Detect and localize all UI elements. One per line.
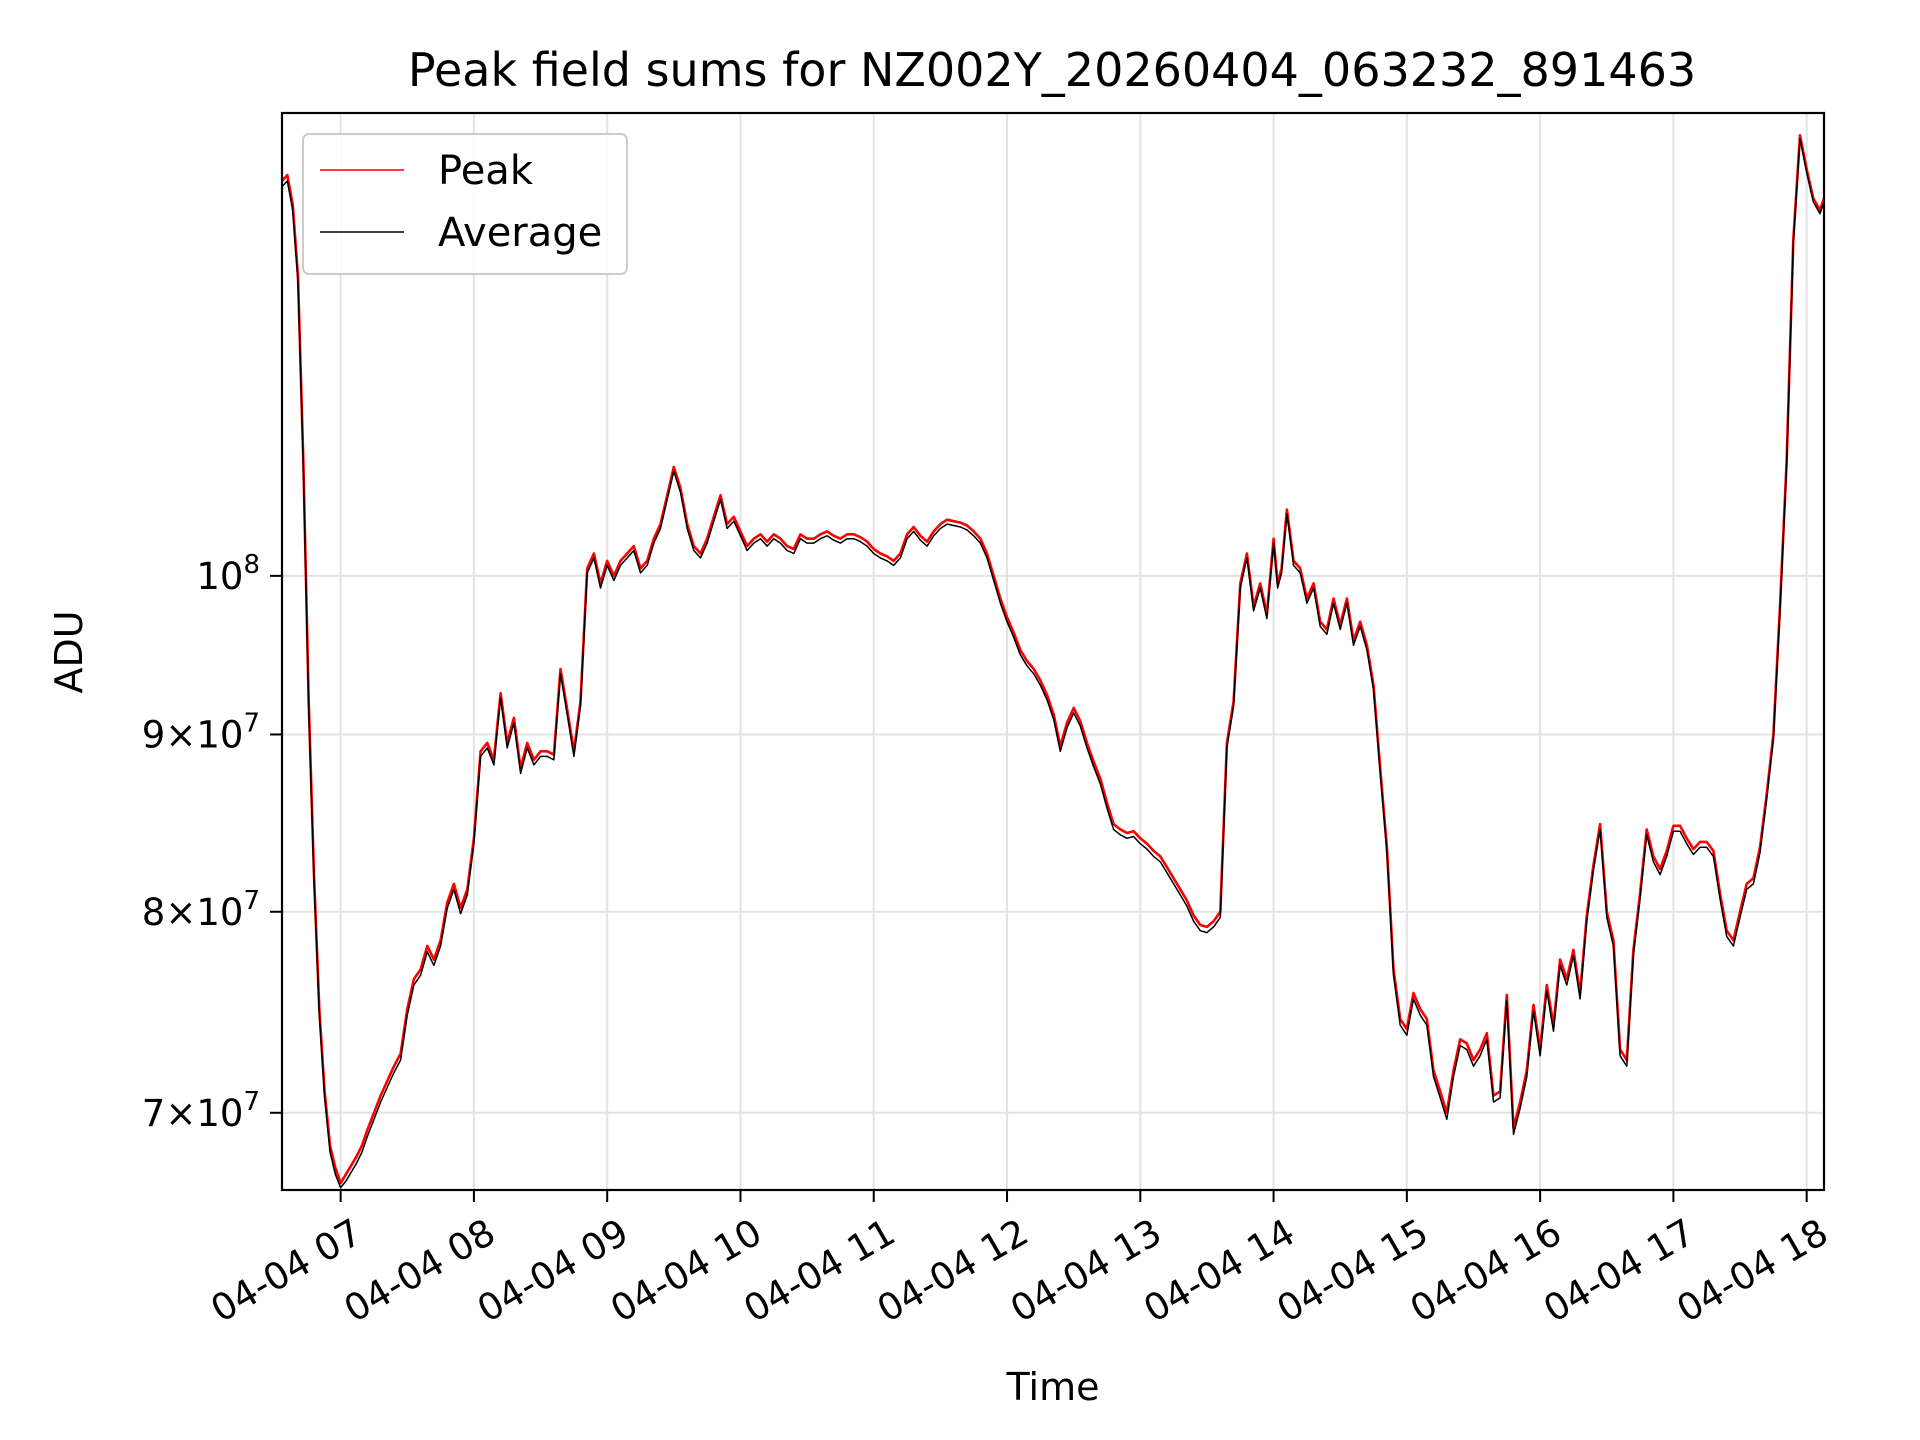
- y-tick-base: 10: [196, 713, 243, 756]
- y-tick-mantissa: 7: [142, 1092, 166, 1135]
- series-line-peak: [281, 134, 1826, 1185]
- y-tick-times: ×: [165, 891, 196, 934]
- y-tick-label: 8×107: [142, 886, 260, 934]
- y-tick-exponent: 7: [243, 1087, 260, 1117]
- y-tick-exponent: 7: [243, 886, 260, 916]
- legend-average-label: Average: [438, 210, 602, 256]
- y-tick-mantissa: 9: [142, 713, 166, 756]
- y-tick-base: 10: [196, 555, 243, 598]
- y-tick-exponent: 8: [243, 550, 260, 580]
- y-tick-base: 10: [196, 1092, 243, 1135]
- y-axis-label: ADU: [47, 610, 91, 693]
- chart-title: Peak field sums for NZ002Y_20260404_0632…: [408, 43, 1696, 97]
- legend: Peak Average: [302, 133, 628, 275]
- legend-peak-label: Peak: [438, 148, 534, 194]
- y-tick-times: ×: [165, 1092, 196, 1135]
- plot-frame: [280, 111, 1826, 1192]
- y-tick-label: 108: [196, 550, 260, 598]
- grid-lines: [282, 113, 1824, 1190]
- y-tick-label: 7×107: [142, 1087, 260, 1135]
- y-tick-mantissa: 8: [142, 891, 166, 934]
- series-line-average: [281, 137, 1825, 1189]
- x-axis-label: Time: [1006, 1365, 1100, 1409]
- y-tick-base: 10: [196, 891, 243, 934]
- y-tick-label: 9×107: [142, 708, 260, 756]
- series-group: [281, 134, 1826, 1189]
- legend-box: [302, 133, 628, 275]
- y-tick-exponent: 7: [243, 708, 260, 738]
- y-tick-times: ×: [165, 713, 196, 756]
